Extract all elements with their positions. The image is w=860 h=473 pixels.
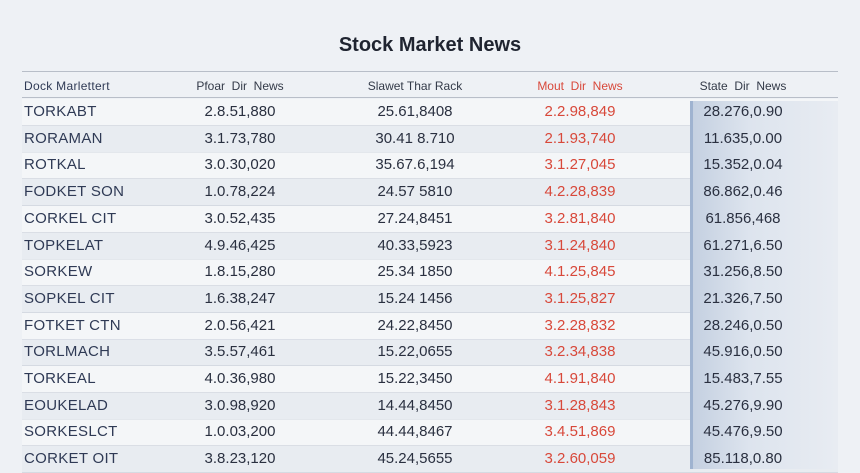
row-name: TORKABT — [24, 103, 97, 120]
row-value: 3.5.57,461 — [204, 343, 276, 361]
row-value: 45.476,9.50 — [703, 423, 783, 441]
row-name: TOPKELAT — [24, 236, 104, 254]
row-name: SOPKEL CIT — [24, 289, 115, 307]
row-value: 4.1.91,840 — [544, 370, 616, 387]
row-value: 86.862,0.46 — [703, 183, 783, 201]
row-value: 3.4.51,869 — [544, 423, 616, 441]
row-value: 3.8.23,120 — [204, 450, 276, 468]
row-value: 3.2.81,840 — [544, 209, 616, 227]
row-value: 45.24,5655 — [377, 450, 453, 468]
column-header: Pfoar Dir News — [196, 79, 284, 93]
column-highlight — [690, 101, 838, 469]
row-value: 1.8.15,280 — [204, 263, 276, 281]
header-rule-top — [22, 71, 838, 72]
row-value: 4.1.25,845 — [544, 263, 616, 281]
row-value: 44.44,8467 — [377, 423, 453, 441]
page-title: Stock Market News — [338, 34, 522, 56]
row-value: 3.1.28,843 — [544, 396, 616, 414]
row-name: EOUKELAD — [24, 396, 109, 414]
column-header: Slawet Thar Rack — [367, 79, 463, 93]
row-name: SORKESLCT — [24, 423, 118, 441]
row-value: 30.41 8.710 — [375, 129, 455, 147]
row-value: 4.2.28,839 — [544, 183, 616, 201]
row-value: 28.276,0.90 — [703, 103, 783, 120]
row-value: 1.0.03,200 — [204, 423, 276, 441]
row-value: 3.1.24,840 — [544, 236, 616, 254]
row-value: 40.33,5923 — [377, 236, 453, 254]
row-value: 61.271,6.50 — [703, 236, 783, 254]
row-value: 2.0.56,421 — [204, 316, 276, 334]
row-value: 61.856,468 — [705, 209, 781, 227]
row-value: 28.246,0.50 — [703, 316, 783, 334]
row-value: 24.22,8450 — [377, 316, 453, 334]
row-name: SORKEW — [24, 263, 93, 281]
column-header: Dock Marlettert — [24, 79, 110, 93]
row-value: 2.1.93,740 — [544, 129, 616, 147]
row-value: 3.1.27,045 — [544, 156, 616, 174]
row-value: 14.44,8450 — [377, 396, 453, 414]
row-value: 15.22,3450 — [377, 370, 453, 387]
row-value: 3.2.60,059 — [544, 450, 616, 468]
row-value: 1.0.78,224 — [204, 183, 276, 201]
column-header: State Dir News — [699, 79, 787, 93]
column-highlight-edge — [690, 101, 693, 469]
row-name: CORKET OIT — [24, 450, 119, 468]
row-name: TORKEAL — [24, 370, 96, 387]
row-value: 3.0.52,435 — [204, 209, 276, 227]
row-value: 15.352,0.04 — [703, 156, 783, 174]
row-value: 3.1.73,780 — [204, 129, 276, 147]
header-rule-bottom — [22, 97, 838, 98]
row-value: 15.24 1456 — [377, 289, 453, 307]
row-value: 2.2.98,849 — [544, 103, 616, 120]
row-value: 3.0.30,020 — [204, 156, 276, 174]
row-value: 15.22,0655 — [377, 343, 453, 361]
row-value: 31.256,8.50 — [703, 263, 783, 281]
row-value: 3.2.28,832 — [544, 316, 616, 334]
row-value: 25.34 1850 — [377, 263, 453, 281]
row-name: FODKET SON — [24, 183, 125, 201]
row-value: 21.326,7.50 — [703, 289, 783, 307]
row-value: 25.61,8408 — [377, 103, 453, 120]
row-value: 11.635,0.00 — [703, 129, 783, 147]
row-value: 15.483,7.55 — [703, 370, 783, 387]
row-name: TORLMACH — [24, 343, 111, 361]
row-name: CORKEL CIT — [24, 209, 117, 227]
row-value: 45.276,9.90 — [703, 396, 783, 414]
row-value: 24.57 5810 — [377, 183, 453, 201]
row-value: 35.67.6,194 — [375, 156, 455, 174]
row-value: 45.916,0.50 — [703, 343, 783, 361]
row-value: 4.9.46,425 — [204, 236, 276, 254]
row-name: FOTKET CTN — [24, 316, 121, 334]
row-value: 3.0.98,920 — [204, 396, 276, 414]
row-value: 3.2.34,838 — [544, 343, 616, 361]
row-value: 2.8.51,880 — [204, 103, 276, 120]
row-value: 1.6.38,247 — [204, 289, 276, 307]
column-header: Mout Dir News — [537, 79, 623, 93]
row-value: 3.1.25,827 — [544, 289, 616, 307]
row-name: ROTKAL — [24, 156, 86, 174]
row-value: 85.118,0.80 — [703, 450, 783, 468]
row-value: 4.0.36,980 — [204, 370, 276, 387]
row-name: RORAMAN — [24, 129, 103, 147]
row-value: 27.24,8451 — [377, 209, 453, 227]
